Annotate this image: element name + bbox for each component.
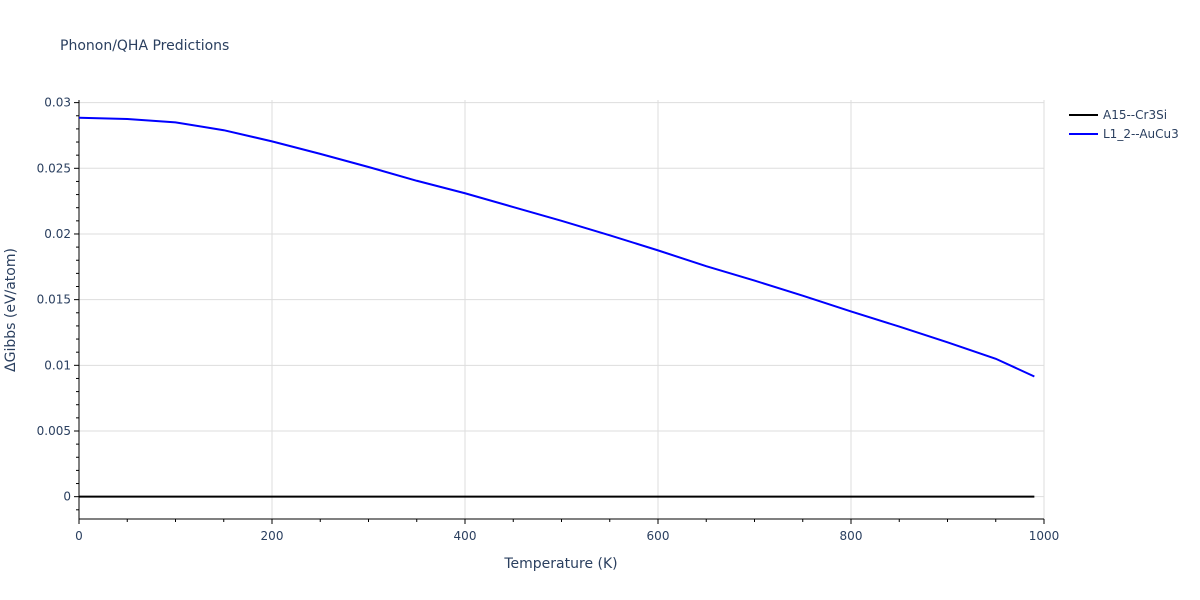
series-lines xyxy=(78,116,1035,498)
series-line-L1_2--AuCu3 xyxy=(78,116,1035,378)
legend-item-A15--Cr3Si[interactable]: A15--Cr3Si xyxy=(1069,108,1167,122)
y-tick-label: 0.03 xyxy=(44,96,71,110)
x-tick-label: 0 xyxy=(75,529,83,543)
legend-label: A15--Cr3Si xyxy=(1103,108,1167,122)
y-tick-label: 0.02 xyxy=(44,227,71,241)
x-axis-title: Temperature (K) xyxy=(503,556,617,572)
legend-label: L1_2--AuCu3 xyxy=(1103,127,1179,141)
x-tick-label: 1000 xyxy=(1029,529,1060,543)
x-tick-label: 200 xyxy=(261,529,284,543)
x-tick-label: 800 xyxy=(840,529,863,543)
y-axis-title: ΔGibbs (eV/atom) xyxy=(3,248,19,372)
y-tick-label: 0.01 xyxy=(44,358,71,372)
y-tick-label: 0.005 xyxy=(37,424,71,438)
legend-item-L1_2--AuCu3[interactable]: L1_2--AuCu3 xyxy=(1069,127,1179,141)
tick-labels: 0 200 400 600 800 1000 0 0.005 0.01 0.015 0.02 0.02… xyxy=(37,96,1060,543)
y-tick-label: 0 xyxy=(63,490,71,504)
y-tick-label: 0.025 xyxy=(37,161,71,175)
x-tick-label: 400 xyxy=(454,529,477,543)
y-tick-label: 0.015 xyxy=(37,293,71,307)
axes xyxy=(74,100,1045,524)
grid-lines xyxy=(79,100,1045,519)
legend[interactable]: A15--Cr3Si L1_2--AuCu3 xyxy=(1069,108,1179,141)
chart-title: Phonon/QHA Predictions xyxy=(60,38,229,54)
x-tick-label: 600 xyxy=(647,529,670,543)
